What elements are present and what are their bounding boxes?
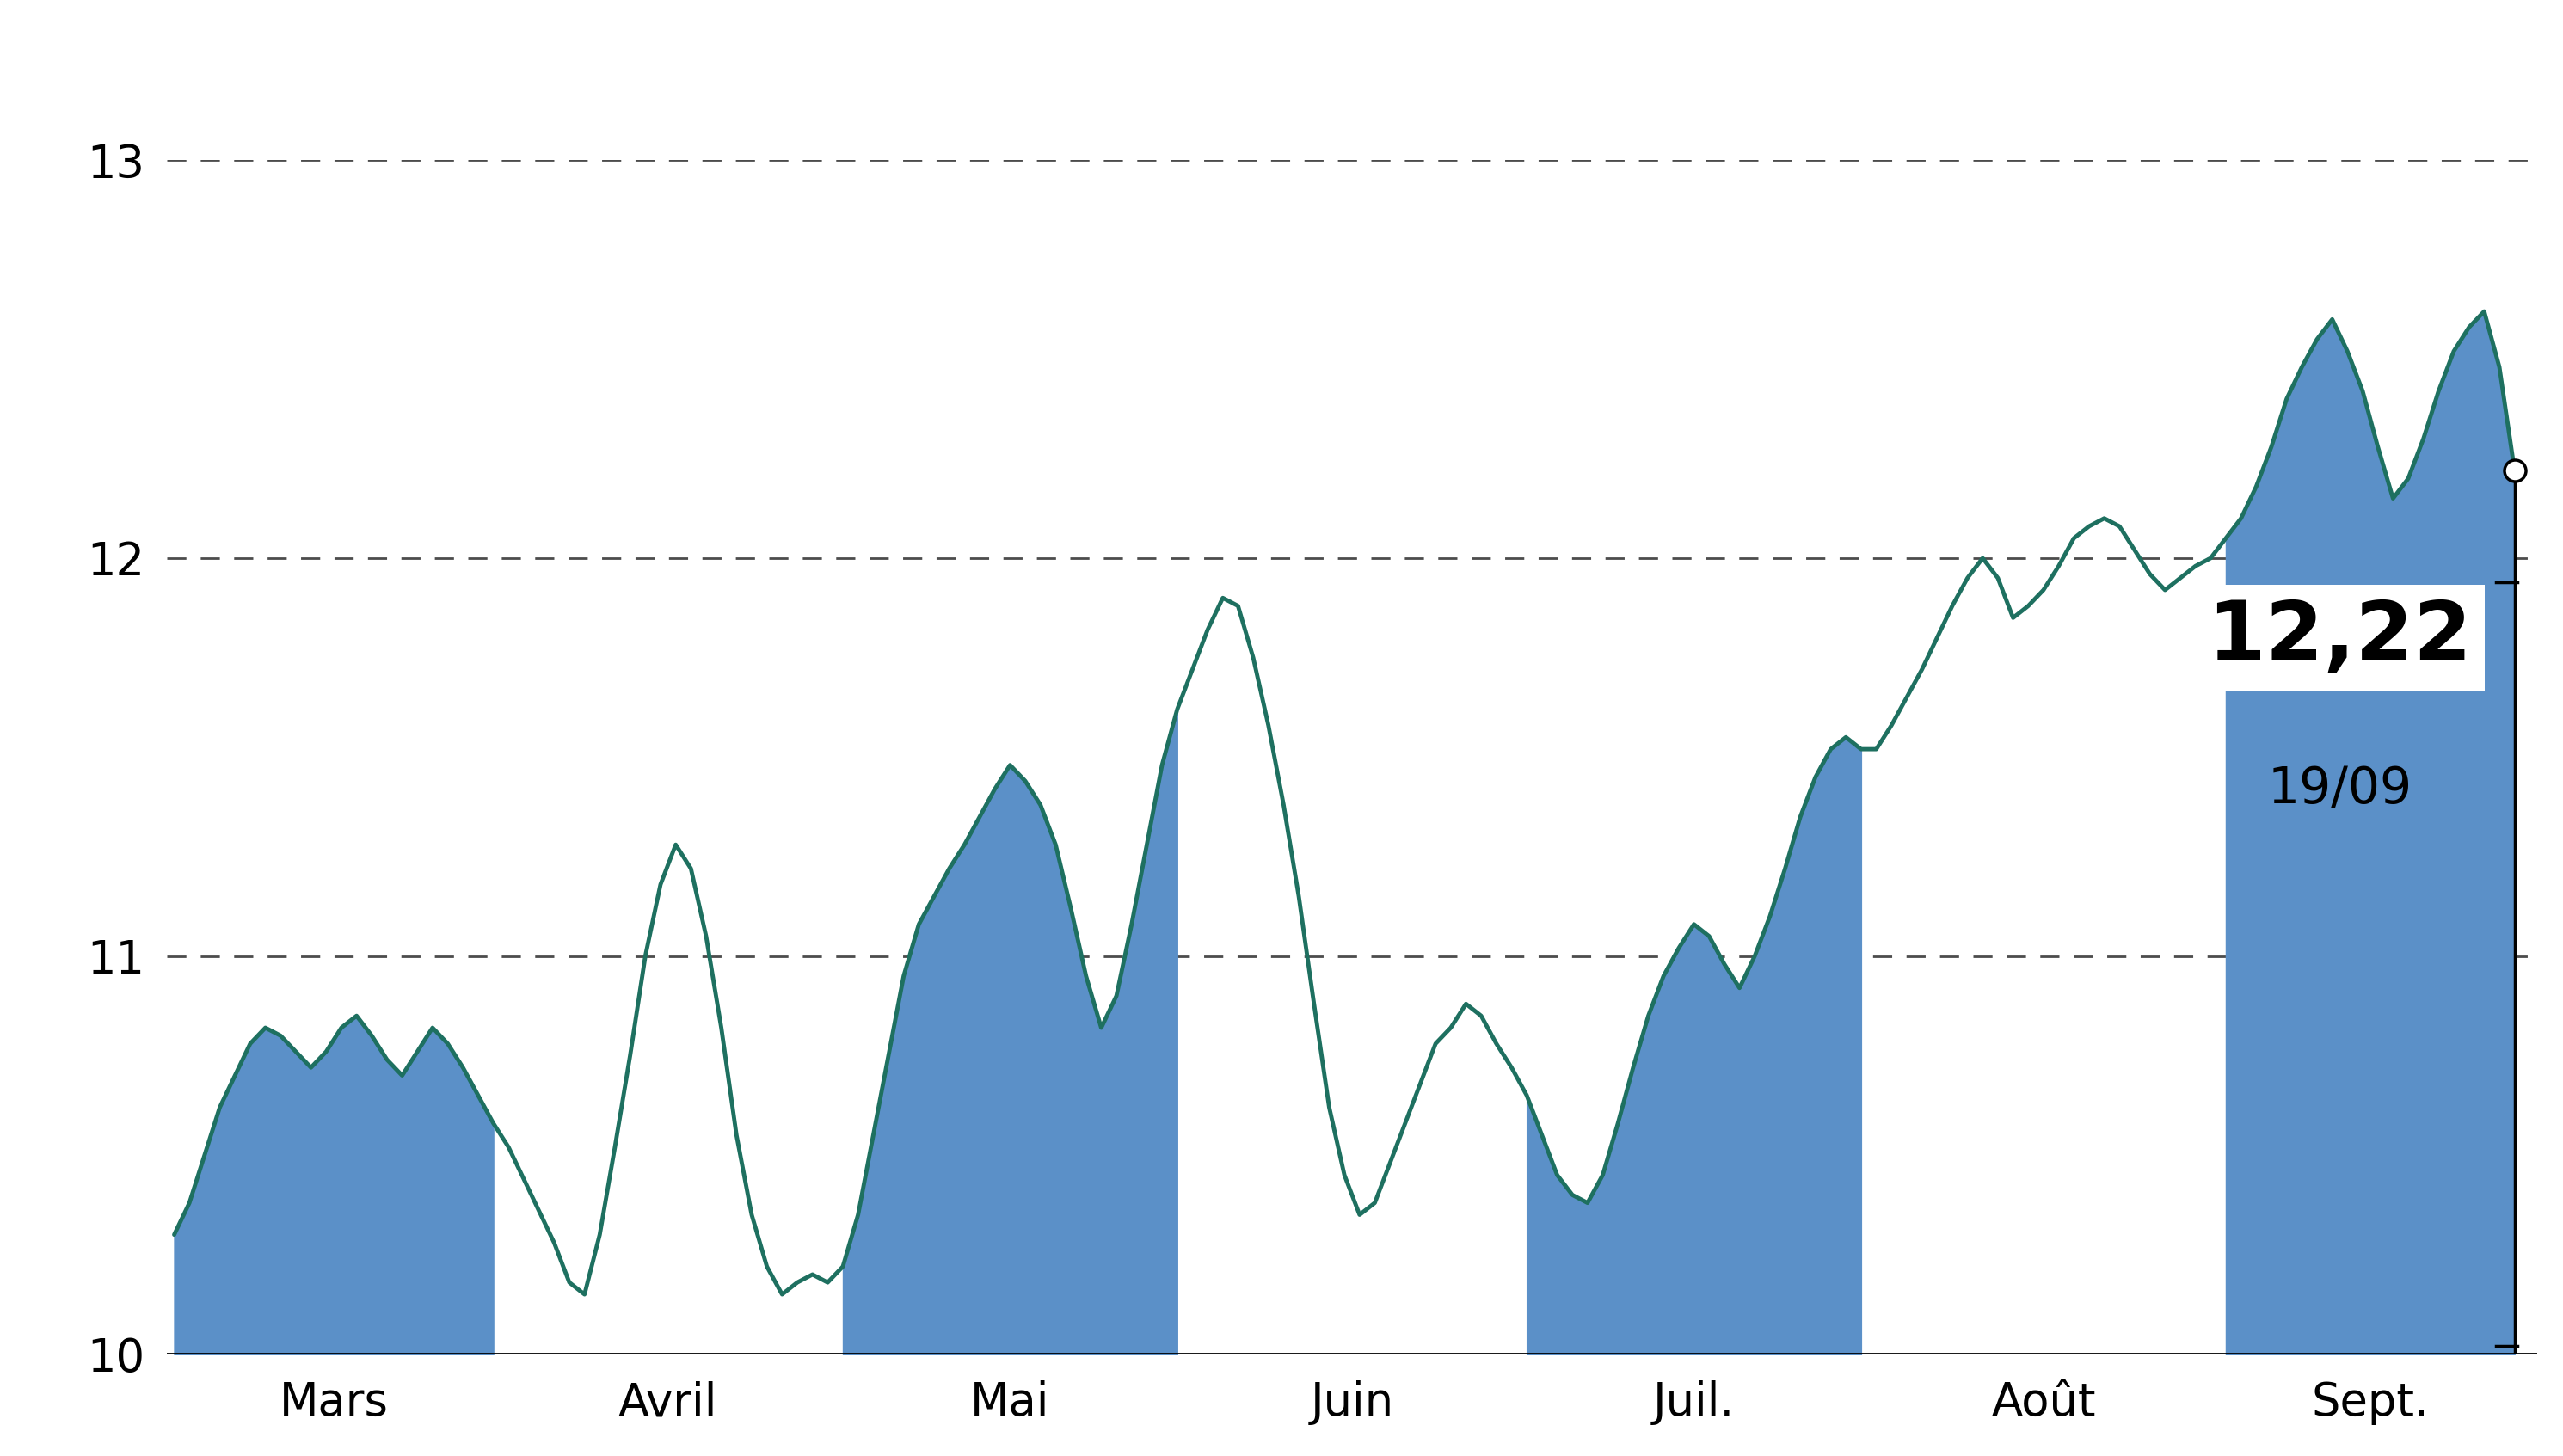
- Text: 12,22: 12,22: [2207, 598, 2473, 677]
- Text: MERCIALYS: MERCIALYS: [982, 19, 1581, 112]
- Text: 19/09: 19/09: [2268, 764, 2412, 814]
